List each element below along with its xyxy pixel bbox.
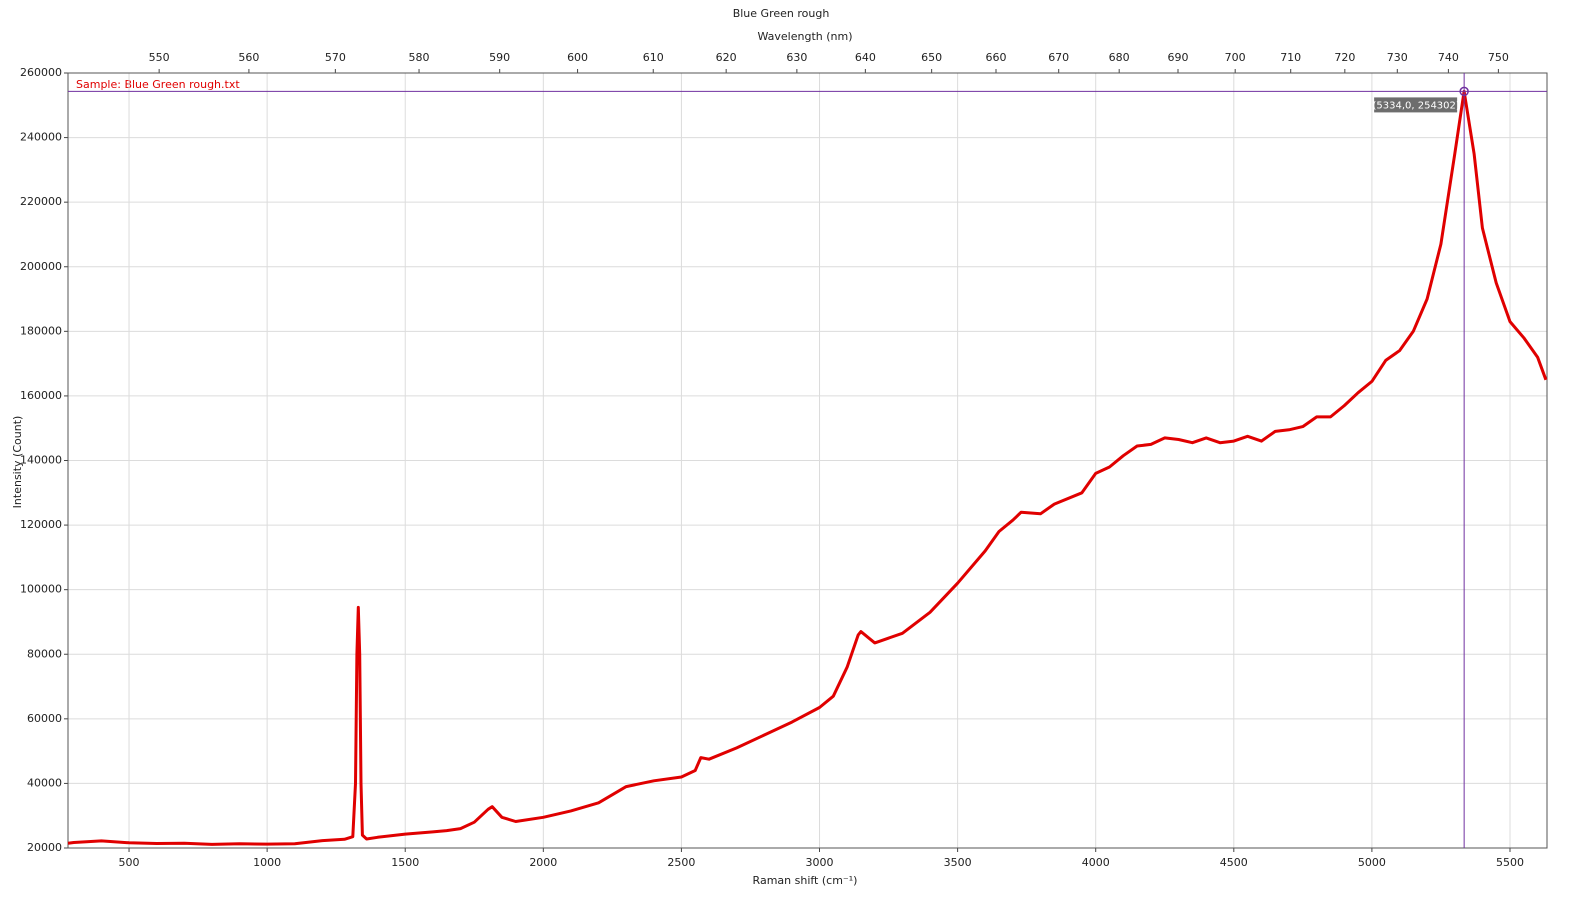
x2-tick-label: 630 [786,51,807,64]
cursor-label: (5334,0, 254302) [1372,100,1459,111]
x-tick-label: 3500 [944,856,972,869]
x2-tick-label: 700 [1225,51,1246,64]
x2-tick-label: 670 [1048,51,1069,64]
y-tick-label: 20000 [27,841,62,854]
x2-tick-label: 620 [716,51,737,64]
x2-tick-label: 750 [1488,51,1509,64]
x2-tick-label: 690 [1168,51,1189,64]
x2-tick-label: 710 [1280,51,1301,64]
cursor-point [1459,86,1469,97]
x-tick-label: 5500 [1496,856,1524,869]
y-tick-label: 140000 [20,454,62,467]
y-tick-label: 240000 [20,131,62,144]
y-tick-label: 260000 [20,66,62,79]
x2-tick-label: 730 [1387,51,1408,64]
y-tick-label: 220000 [20,195,62,208]
x-tick-label: 1500 [391,856,419,869]
y-tick-label: 80000 [27,647,62,660]
x-axis-label: Raman shift (cm⁻¹) [753,874,858,887]
x2-tick-label: 580 [409,51,430,64]
x-tick-label: 2000 [529,856,557,869]
y-axis-label: Intensity (Count) [11,416,24,509]
x-tick-label: 3000 [806,856,834,869]
x2-tick-label: 590 [489,51,510,64]
y-tick-label: 100000 [20,583,62,596]
x-tick-label: 4500 [1220,856,1248,869]
y-tick-label: 200000 [20,260,62,273]
x2-tick-label: 610 [643,51,664,64]
x2-tick-label: 640 [855,51,876,64]
x-tick-label: 4000 [1082,856,1110,869]
x2-tick-label: 570 [325,51,346,64]
x2-tick-label: 550 [149,51,170,64]
cursor-label-box [1374,97,1458,113]
y-tick-label: 40000 [27,776,62,789]
x2-tick-label: 600 [567,51,588,64]
y-tick-label: 120000 [20,518,62,531]
x2-tick-label: 660 [986,51,1007,64]
x-tick-label: 2500 [667,856,695,869]
x2-tick-label: 720 [1334,51,1355,64]
x-tick-label: 500 [119,856,140,869]
chart-title: Blue Green rough [733,7,830,20]
x-tick-label: 5000 [1358,856,1386,869]
plot-frame [67,72,1548,849]
x2-tick-label: 650 [921,51,942,64]
y-tick-label: 160000 [20,389,62,402]
y-tick-label: 180000 [20,324,62,337]
x-tick-label: 1000 [253,856,281,869]
sample-label: Sample: Blue Green rough.txt [76,78,240,91]
x2-tick-label: 560 [238,51,259,64]
y-tick-label: 60000 [27,712,62,725]
x2-tick-label: 740 [1438,51,1459,64]
x2-axis-label: Wavelength (nm) [757,30,852,43]
data-line [67,89,1548,846]
x2-tick-label: 680 [1109,51,1130,64]
